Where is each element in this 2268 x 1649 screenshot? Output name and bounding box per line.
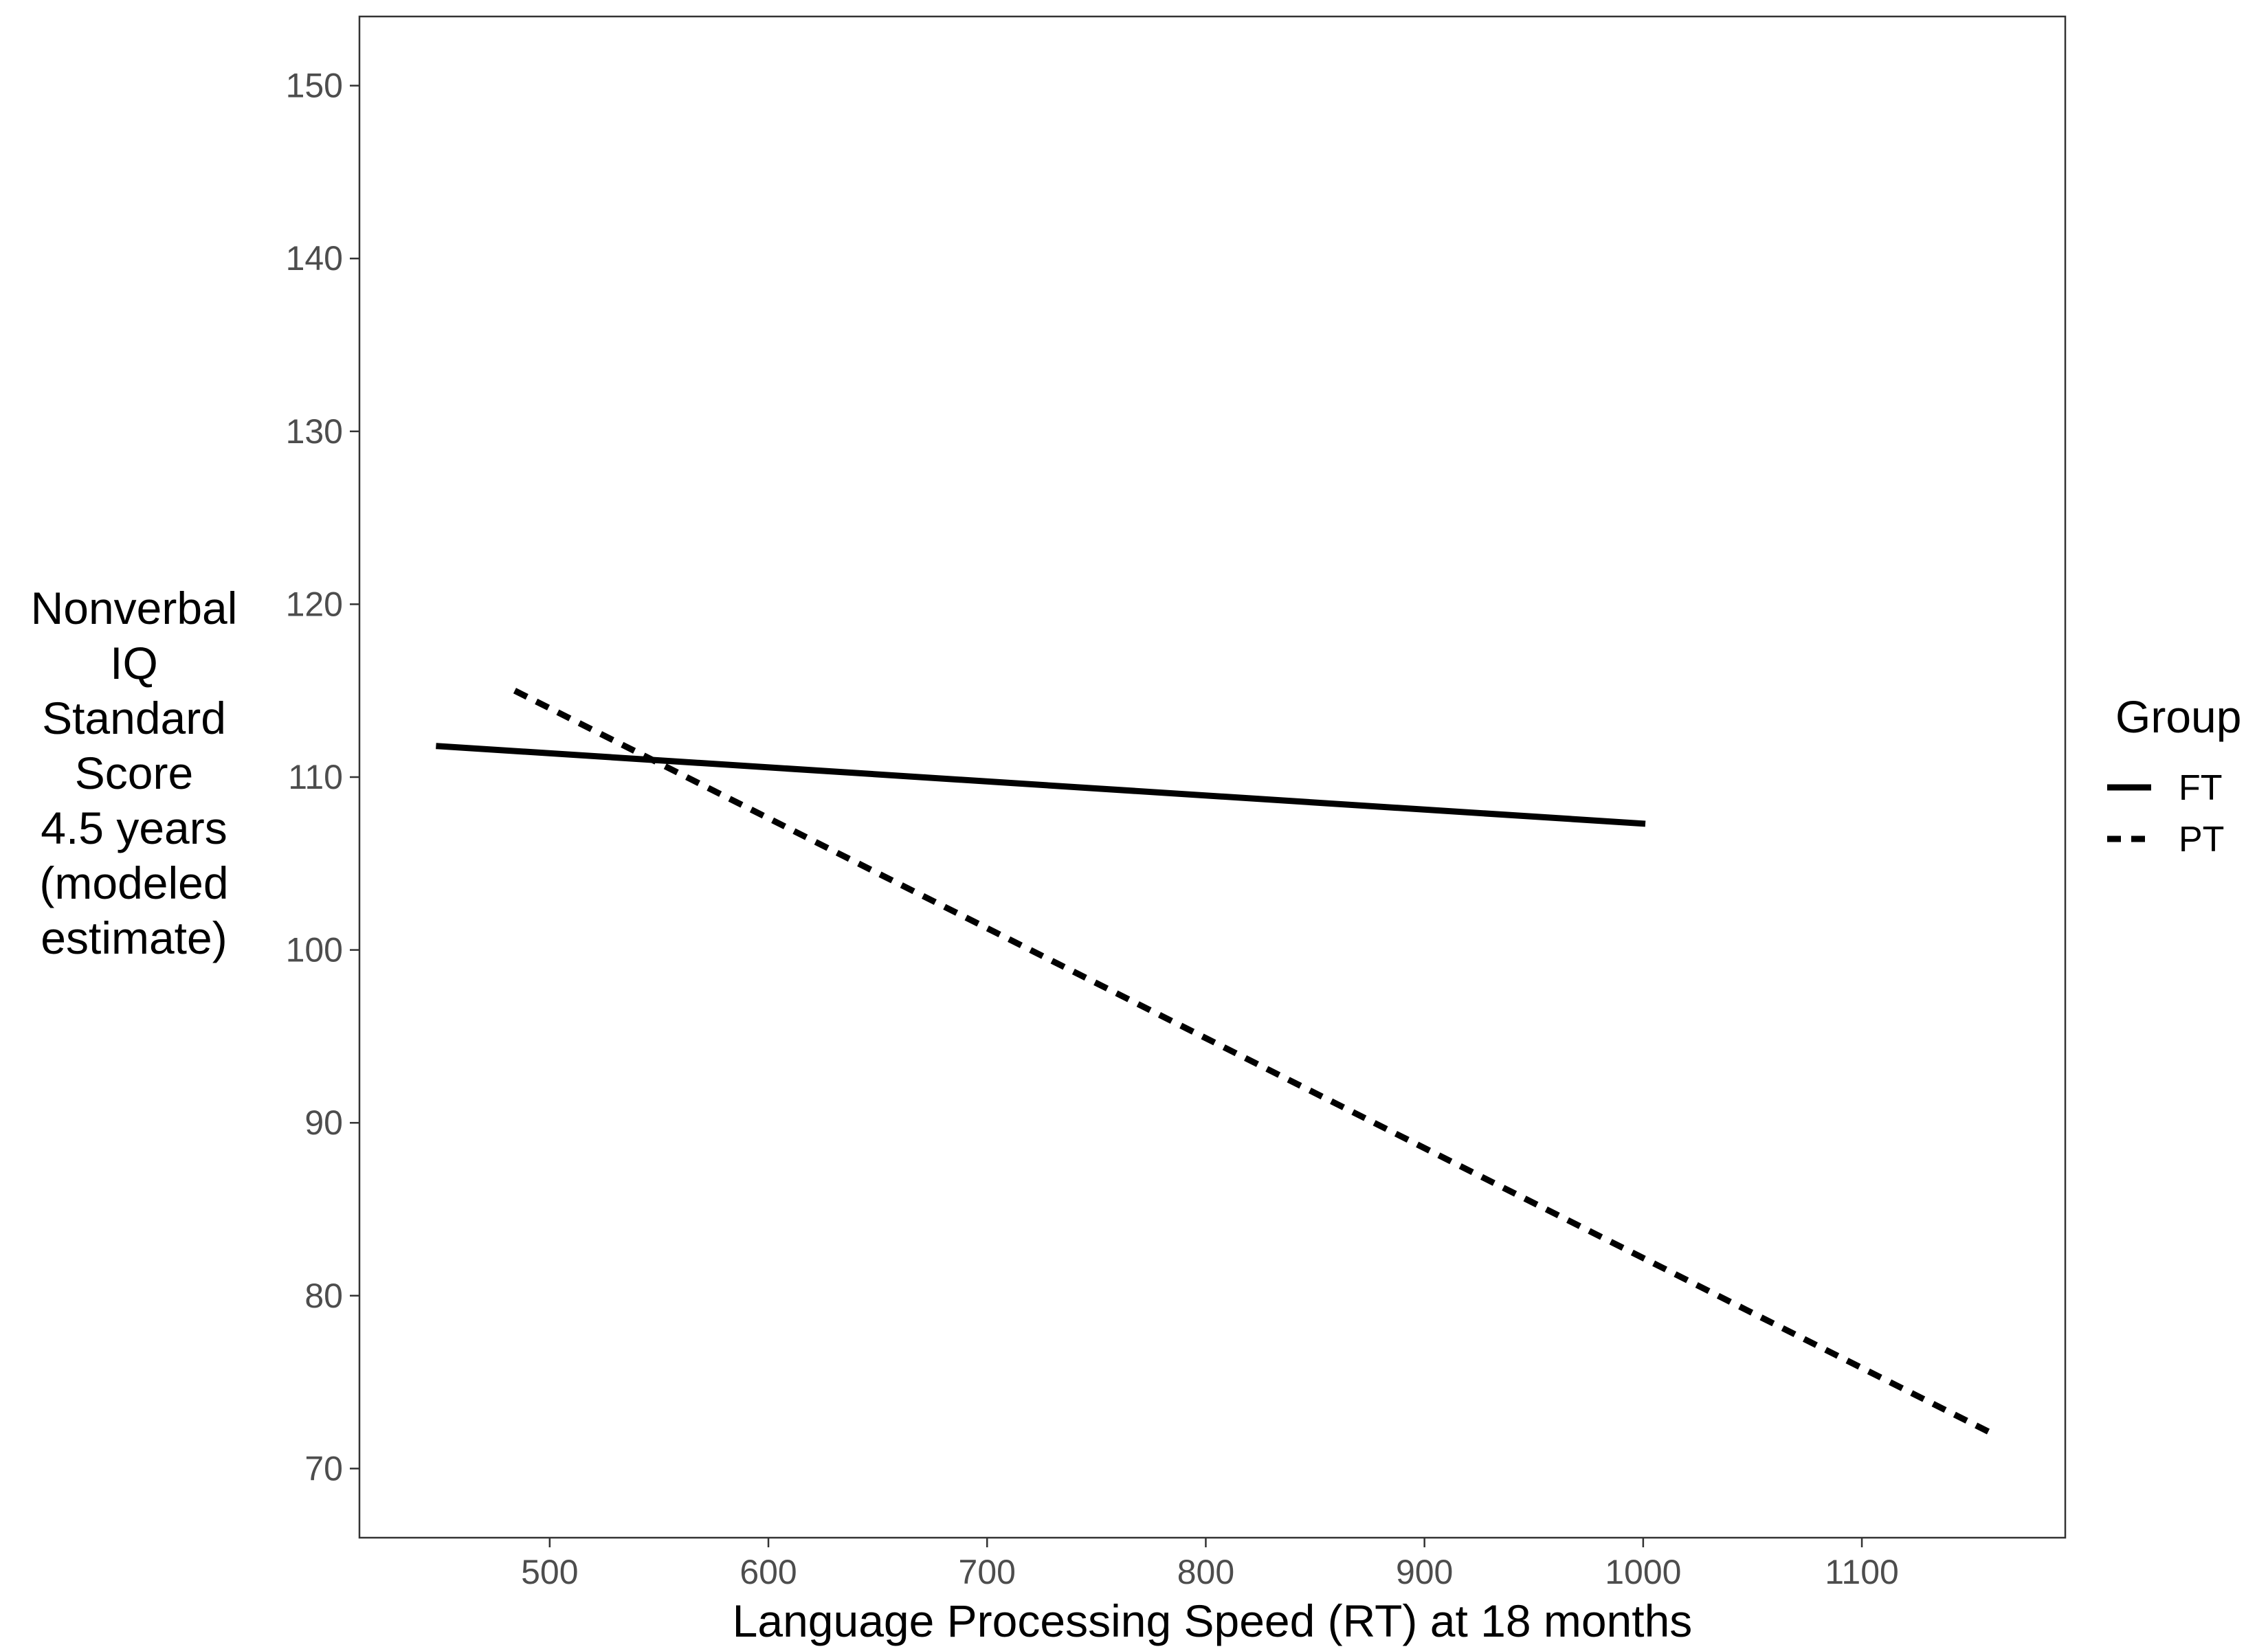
y-axis-title: Nonverbal IQ Standard Score 4.5 years (modele…: [31, 583, 238, 963]
y-tick-label: 80: [304, 1277, 343, 1315]
series-line-pt: [513, 688, 1995, 1437]
x-tick-label: 800: [1177, 1553, 1234, 1591]
x-tick-label: 1100: [1825, 1553, 1899, 1591]
x-tick-label: 600: [740, 1553, 797, 1591]
y-tick-label: 100: [286, 931, 343, 969]
y-tick-label: 130: [286, 412, 343, 451]
plot-panel: [358, 15, 2067, 1539]
y-axis-title-line: Nonverbal: [31, 583, 238, 633]
y-axis-title-line: 4.5 years: [41, 803, 227, 853]
y-tick-label: 120: [286, 585, 343, 623]
series-layer: [436, 688, 1995, 1437]
y-axis-title-line: Standard: [42, 693, 226, 743]
y-tick-label: 70: [304, 1449, 343, 1488]
y-axis: 70 80 90 100 110 120 130 140 150: [286, 67, 359, 1488]
y-tick-label: 150: [286, 67, 343, 105]
y-axis-title-line: IQ: [110, 638, 158, 688]
legend-label-ft: FT: [2179, 768, 2223, 808]
x-tick-label: 900: [1396, 1553, 1453, 1591]
y-axis-title-line: (modeled: [39, 857, 228, 908]
x-tick-label: 700: [959, 1553, 1016, 1591]
series-line-ft: [436, 743, 1646, 827]
legend-title: Group: [2115, 691, 2241, 742]
x-axis: 500 600 700 800 900 1000 1100: [521, 1538, 1899, 1591]
y-axis-title-line: estimate): [41, 912, 227, 963]
x-axis-title: Language Processing Speed (RT) at 18 mon…: [733, 1595, 1693, 1646]
legend: Group FT PT: [2107, 691, 2241, 860]
y-tick-label: 140: [286, 239, 343, 278]
x-tick-label: 500: [521, 1553, 578, 1591]
x-tick-label: 1000: [1605, 1553, 1681, 1591]
y-axis-title-line: Score: [75, 748, 193, 798]
y-tick-label: 90: [304, 1103, 343, 1142]
y-tick-label: 110: [288, 758, 343, 796]
legend-label-pt: PT: [2179, 820, 2224, 860]
